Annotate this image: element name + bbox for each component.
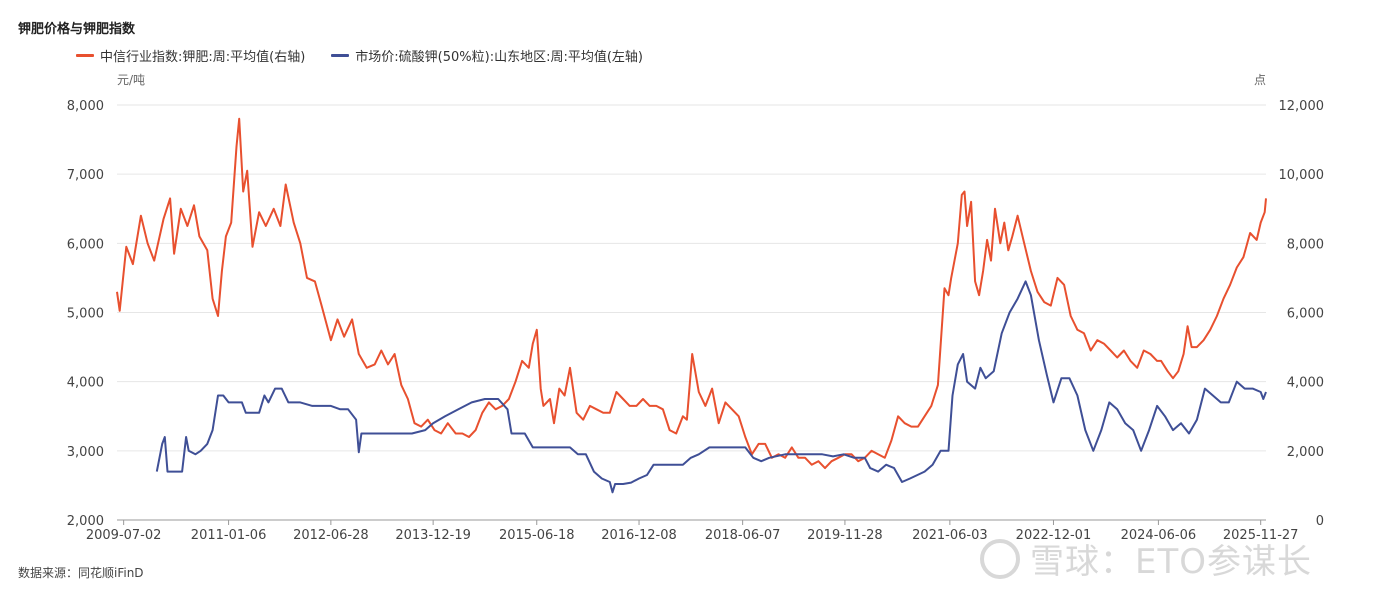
right-tick-label: 8,000 bbox=[1287, 237, 1324, 252]
chart-title: 钾肥价格与钾肥指数 bbox=[18, 22, 136, 37]
x-tick-label: 2019-11-28 bbox=[807, 528, 883, 543]
series-lines bbox=[116, 117, 1267, 494]
legend-swatch-price bbox=[331, 54, 350, 57]
data-source: 数据来源：同花顺iFinD bbox=[18, 566, 144, 580]
right-tick-label: 2,000 bbox=[1287, 445, 1324, 460]
right-axis-unit: 点 bbox=[1254, 73, 1267, 87]
left-tick-label: 3,000 bbox=[67, 445, 104, 460]
legend-swatch-index bbox=[76, 54, 94, 57]
left-tick-label: 5,000 bbox=[67, 307, 104, 322]
left-tick-label: 7,000 bbox=[67, 168, 104, 183]
left-tick-label: 2,000 bbox=[67, 514, 104, 529]
series-line-price bbox=[155, 280, 1267, 494]
right-tick-label: 12,000 bbox=[1279, 99, 1325, 114]
x-tick-label: 2024-06-06 bbox=[1121, 528, 1197, 543]
right-tick-label: 6,000 bbox=[1287, 307, 1324, 322]
left-tick-label: 6,000 bbox=[67, 237, 104, 252]
snowball-logo-icon bbox=[980, 538, 1020, 579]
right-tick-label: 4,000 bbox=[1287, 376, 1324, 391]
x-tick-label: 2016-12-08 bbox=[601, 528, 677, 543]
x-tick-label: 2015-06-18 bbox=[499, 528, 575, 543]
left-axis-ticks: 2,000 3,000 4,000 5,000 6,000 7,000 8,000 bbox=[67, 99, 104, 529]
left-tick-label: 8,000 bbox=[67, 99, 104, 114]
x-tick-label: 2022-12-01 bbox=[1016, 528, 1092, 543]
legend-label-price: 市场价:硫酸钾(50%粒):山东地区:周:平均值(左轴) bbox=[355, 50, 643, 65]
right-tick-label: 0 bbox=[1316, 514, 1324, 529]
series-line-index bbox=[116, 117, 1267, 470]
left-tick-label: 4,000 bbox=[67, 376, 104, 391]
x-tick-label: 2011-01-06 bbox=[191, 528, 267, 543]
legend: 中信行业指数:钾肥:周:平均值(右轴) 市场价:硫酸钾(50%粒):山东地区:周… bbox=[76, 46, 643, 65]
x-tick-label: 2018-06-07 bbox=[705, 528, 781, 543]
left-axis-unit: 元/吨 bbox=[117, 73, 146, 87]
legend-item-index[interactable]: 中信行业指数:钾肥:周:平均值(右轴) bbox=[76, 46, 305, 65]
x-tick-label: 2021-06-03 bbox=[912, 528, 988, 543]
legend-label-index: 中信行业指数:钾肥:周:平均值(右轴) bbox=[100, 50, 306, 65]
x-tick-label: 2025-11-27 bbox=[1223, 528, 1299, 543]
x-tick-label: 2009-07-02 bbox=[86, 528, 162, 543]
right-tick-label: 10,000 bbox=[1279, 168, 1325, 183]
x-axis-ticks: 2009-07-02 2011-01-06 2012-06-28 2013-12-19… bbox=[86, 520, 1299, 543]
x-tick-label: 2013-12-19 bbox=[395, 528, 471, 543]
gridlines bbox=[117, 104, 1266, 452]
right-axis-ticks: 0 2,000 4,000 6,000 8,000 10,000 12,000 bbox=[1279, 99, 1325, 529]
watermark: 雪球：ETO参谋长 bbox=[980, 534, 1312, 583]
legend-item-price[interactable]: 市场价:硫酸钾(50%粒):山东地区:周:平均值(左轴) bbox=[331, 46, 643, 65]
x-tick-label: 2012-06-28 bbox=[293, 528, 369, 543]
watermark-text: 雪球：ETO参谋长 bbox=[1030, 542, 1313, 582]
